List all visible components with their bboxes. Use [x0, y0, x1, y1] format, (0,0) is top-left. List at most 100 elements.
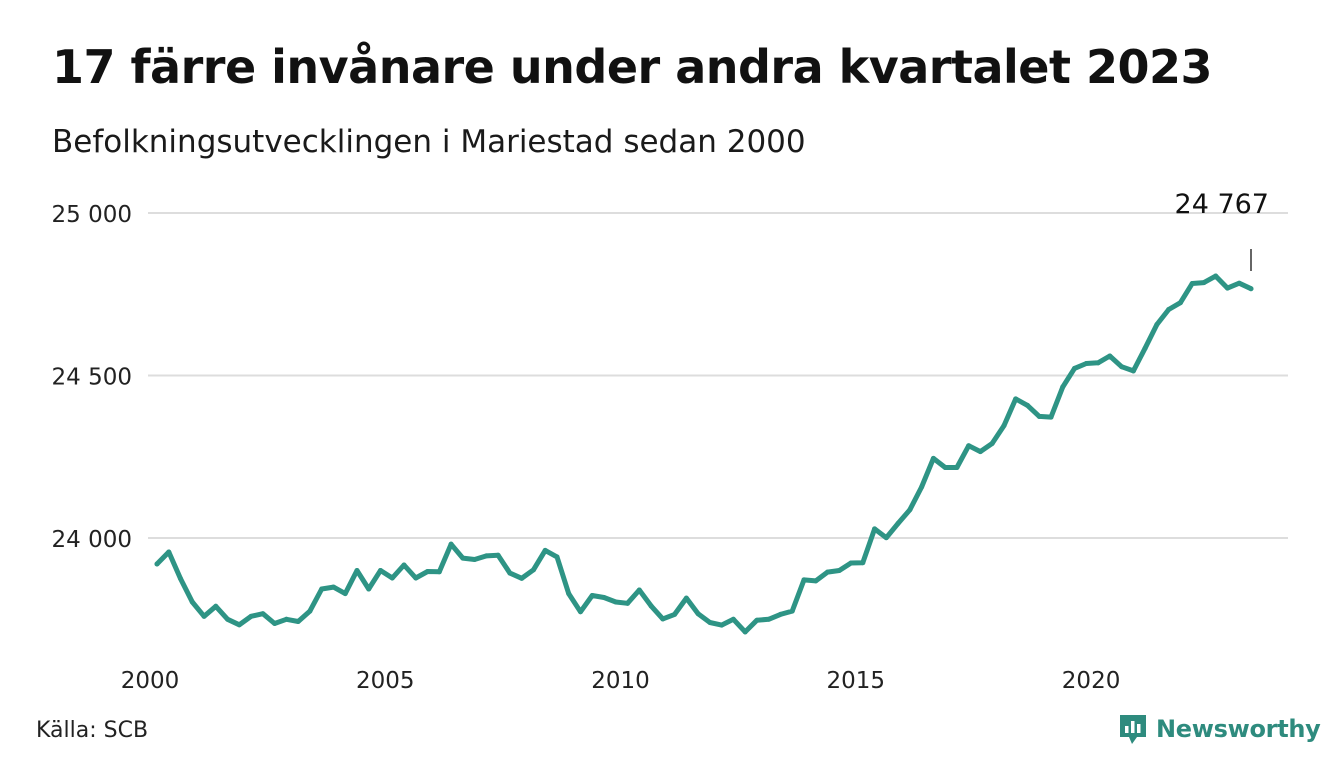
data-point: [754, 617, 760, 623]
data-point: [907, 507, 913, 513]
data-point: [483, 553, 489, 559]
chart-title: 17 färre invånare under andra kvartalet …: [52, 40, 1213, 94]
data-point: [554, 554, 560, 560]
data-point: [495, 552, 501, 558]
data-point: [519, 575, 525, 581]
data-point: [378, 568, 384, 573]
data-point: [825, 569, 831, 575]
data-point: [695, 611, 701, 617]
data-point: [836, 568, 842, 573]
data-point: [460, 555, 466, 561]
data-point: [613, 599, 619, 605]
data-point: [401, 562, 407, 568]
data-point: [213, 603, 219, 609]
x-tick-label: 2020: [1062, 668, 1121, 694]
data-point: [248, 613, 254, 619]
data-point: [1236, 280, 1242, 286]
x-tick-label: 2015: [827, 668, 886, 694]
y-axis-tick-labels: 24 000 24 500 25 000: [52, 202, 132, 553]
data-point: [307, 608, 313, 614]
data-point: [848, 560, 854, 566]
data-point: [413, 575, 419, 581]
data-point: [166, 549, 172, 555]
data-point: [283, 616, 289, 622]
data-point: [1107, 353, 1113, 359]
data-point: [236, 622, 242, 628]
data-point: [154, 561, 160, 567]
data-point: [601, 594, 607, 600]
data-point: [295, 619, 301, 625]
data-point: [766, 616, 772, 622]
data-point: [977, 449, 983, 455]
x-tick-label: 2000: [121, 668, 180, 694]
data-point: [1248, 286, 1254, 292]
data-point: [1048, 414, 1054, 420]
data-point: [1224, 285, 1230, 291]
data-point: [342, 591, 348, 597]
x-axis-tick-labels: 2000 2005 2010 2015 2020: [121, 668, 1121, 694]
x-tick-label: 2010: [591, 668, 650, 694]
series-line-0: [154, 273, 1254, 635]
data-point: [966, 443, 972, 449]
data-point: [883, 535, 889, 541]
y-tick-label: 24 000: [52, 527, 132, 553]
data-point: [577, 609, 583, 615]
data-point: [942, 464, 948, 470]
data-point: [1001, 423, 1007, 429]
brand[interactable]: Newsworthy: [1118, 712, 1321, 746]
data-point: [260, 611, 266, 617]
chart-subtitle: Befolkningsutvecklingen i Mariestad seda…: [52, 124, 806, 160]
data-point: [989, 440, 995, 446]
data-point: [742, 629, 748, 635]
data-point: [1189, 281, 1195, 287]
data-point: [1095, 360, 1101, 366]
data-point: [530, 567, 536, 573]
source-note: Källa: SCB: [36, 718, 149, 743]
data-point: [648, 603, 654, 609]
data-point: [683, 595, 689, 601]
data-point: [813, 578, 819, 584]
annotation-group: 24 767: [1175, 189, 1269, 271]
data-point: [707, 620, 713, 625]
y-tick-label: 25 000: [52, 202, 132, 228]
data-point: [660, 616, 666, 622]
data-point: [472, 556, 478, 562]
data-point: [1036, 413, 1042, 419]
brand-name: Newsworthy: [1156, 715, 1321, 743]
data-point: [436, 569, 442, 575]
data-point: [672, 611, 678, 617]
data-point: [1142, 345, 1148, 351]
newsworthy-logo-icon: [1120, 715, 1146, 744]
data-point: [801, 577, 807, 583]
data-point: [860, 560, 866, 566]
data-point: [589, 593, 595, 599]
data-point: [1060, 384, 1066, 390]
data-point: [719, 622, 725, 628]
data-point: [872, 526, 878, 532]
data-point: [354, 568, 360, 573]
data-point: [1083, 360, 1089, 366]
data-point: [789, 608, 795, 614]
data-point: [1177, 300, 1183, 306]
data-point: [1119, 364, 1125, 370]
data-point: [507, 570, 513, 576]
data-point: [636, 587, 642, 593]
annotation-label: 24 767: [1175, 189, 1269, 220]
data-point: [189, 599, 195, 605]
series-group: [154, 273, 1254, 635]
data-point: [930, 455, 936, 461]
data-point: [1024, 402, 1030, 408]
data-point: [954, 464, 960, 470]
data-point: [366, 586, 372, 592]
y-tick-label: 24 500: [52, 365, 132, 391]
data-point: [1154, 321, 1160, 327]
data-point: [919, 484, 925, 490]
data-point: [389, 575, 395, 581]
data-point: [201, 613, 207, 619]
data-point: [1013, 396, 1019, 402]
data-point: [1213, 273, 1219, 279]
data-point: [542, 547, 548, 553]
data-point: [1130, 368, 1136, 374]
data-point: [1166, 307, 1172, 313]
data-point: [425, 568, 431, 574]
